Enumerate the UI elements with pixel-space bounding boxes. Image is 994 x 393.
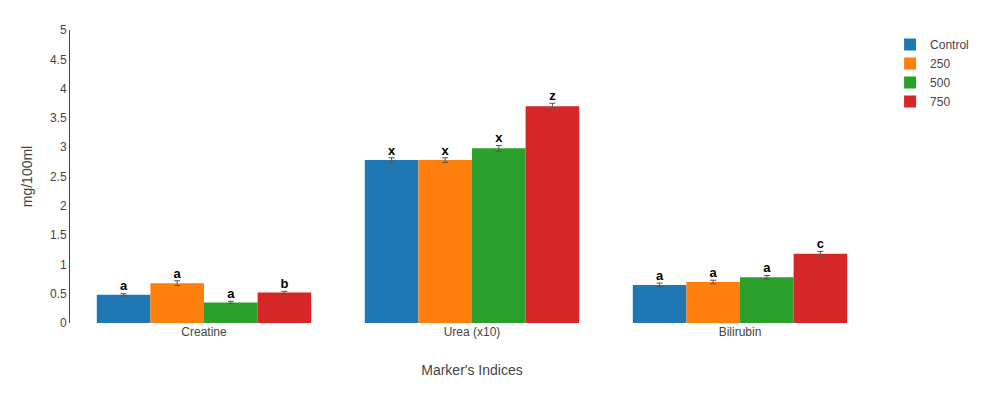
svg-text:b: b	[280, 276, 288, 291]
svg-text:Urea (x10): Urea (x10)	[444, 325, 501, 339]
svg-text:Creatine: Creatine	[181, 325, 227, 339]
svg-text:0.5: 0.5	[50, 287, 67, 301]
svg-text:3: 3	[60, 140, 67, 154]
svg-text:0: 0	[60, 316, 67, 330]
svg-text:z: z	[549, 88, 556, 103]
svg-text:c: c	[817, 236, 824, 251]
svg-text:Marker's Indices: Marker's Indices	[421, 362, 522, 378]
svg-text:x: x	[442, 143, 450, 158]
svg-text:3.5: 3.5	[50, 111, 67, 125]
svg-text:750: 750	[930, 95, 950, 109]
svg-text:a: a	[120, 278, 128, 293]
svg-text:1: 1	[60, 258, 67, 272]
svg-text:Bilirubin: Bilirubin	[719, 325, 762, 339]
svg-text:5: 5	[60, 23, 67, 37]
svg-text:x: x	[388, 143, 396, 158]
svg-text:a: a	[710, 265, 718, 280]
svg-text:a: a	[763, 260, 771, 275]
svg-text:2: 2	[60, 199, 67, 213]
svg-text:Control: Control	[930, 38, 969, 52]
svg-text:250: 250	[930, 57, 950, 71]
svg-text:a: a	[174, 266, 182, 281]
svg-text:4: 4	[60, 82, 67, 96]
svg-text:500: 500	[930, 76, 950, 90]
svg-text:x: x	[495, 130, 503, 145]
svg-text:1.5: 1.5	[50, 228, 67, 242]
svg-text:mg/100ml: mg/100ml	[19, 146, 35, 207]
svg-text:a: a	[227, 286, 235, 301]
svg-text:a: a	[656, 268, 664, 283]
svg-text:2.5: 2.5	[50, 170, 67, 184]
svg-text:4.5: 4.5	[50, 53, 67, 67]
